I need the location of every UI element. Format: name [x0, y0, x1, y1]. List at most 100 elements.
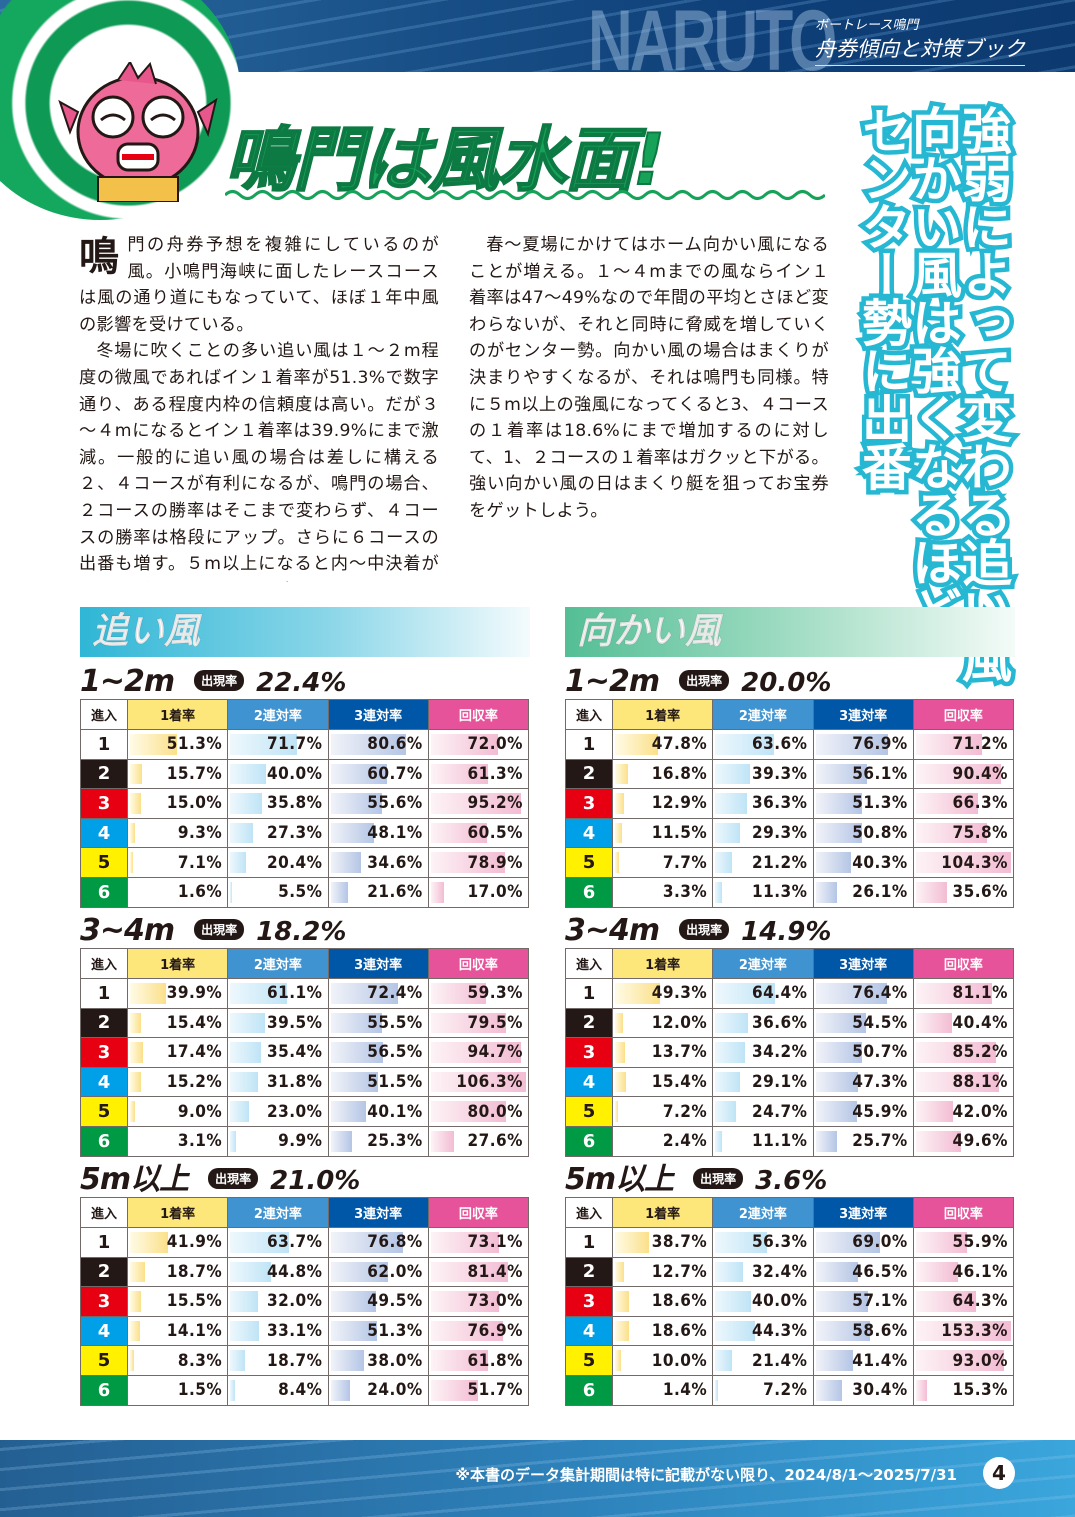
stat-cell: 38.7% [611, 1227, 714, 1258]
stat-cell: 1.6% [126, 876, 229, 908]
value-bar [430, 1071, 526, 1093]
table-row: 4 11.5% 29.3% 50.8% 75.8% [565, 817, 1015, 849]
table-row: 4 15.4% 29.1% 47.3% 88.1% [565, 1066, 1015, 1098]
stat-value: 64.4% [751, 983, 808, 1004]
stat-cell: 15.0% [126, 788, 229, 819]
occurrence-rate: 3.6% [755, 1166, 828, 1196]
stat-value: 25.3% [367, 1131, 423, 1152]
value-bar [715, 1291, 751, 1312]
stat-value: 24.0% [367, 1380, 423, 1401]
value-bar [615, 1232, 650, 1253]
stat-value: 51.3% [367, 1321, 423, 1342]
column-header: 進入 [565, 1197, 613, 1228]
stat-value: 44.3% [751, 1321, 808, 1342]
stat-cell: 11.5% [611, 817, 714, 849]
stat-value: 40.0% [266, 763, 323, 784]
stat-cell: 27.6% [427, 1125, 530, 1157]
table-row: 3 12.9% 36.3% 51.3% 66.3% [565, 788, 1015, 819]
stat-cell: 61.3% [427, 758, 530, 790]
stat-cell: 71.7% [227, 729, 329, 760]
stat-value: 41.9% [166, 1232, 223, 1253]
stats-group: 1~2m 出現率 20.0% 進入 1着率 2連対率 3連対率 回収率 1 47.8% 63.6% 7… [565, 665, 1015, 908]
group-heading: 5m以上 出現率 21.0% [80, 1163, 529, 1196]
stat-cell: 50.8% [812, 817, 914, 849]
stat-cell: 55.5% [327, 1007, 429, 1039]
stat-value: 64.3% [952, 1291, 1008, 1312]
value-bar [815, 1379, 842, 1401]
header-row: 進入 1着率 2連対率 3連対率 回収率 [80, 699, 530, 730]
stat-cell: 30.4% [812, 1374, 914, 1406]
brand: ボートレース鳴門 舟券傾向と対策ブック [815, 14, 1025, 66]
stat-cell: 73.0% [427, 1286, 530, 1317]
value-bar [430, 1130, 455, 1152]
value-bar [715, 1261, 744, 1283]
stat-value: 95.2% [467, 793, 523, 814]
lane-number: 5 [80, 1345, 128, 1376]
value-bar [915, 1042, 997, 1063]
stat-cell: 76.9% [812, 729, 914, 760]
stat-cell: 71.2% [912, 729, 1015, 760]
group-heading: 5m以上 出現率 3.6% [565, 1162, 1014, 1197]
stat-cell: 3.1% [126, 1125, 229, 1157]
rate-badge: 出現率 [679, 670, 730, 691]
value-bar [715, 1320, 756, 1342]
stat-value: 3.3% [662, 882, 708, 903]
stat-value: 18.6% [651, 1321, 708, 1342]
stat-value: 42.0% [952, 1101, 1008, 1122]
rate-badge: 出現率 [693, 1168, 744, 1189]
value-bar [330, 822, 375, 844]
stat-value: 18.7% [266, 1350, 323, 1371]
stat-value: 51.7% [467, 1380, 523, 1401]
stat-value: 40.1% [367, 1101, 423, 1122]
value-bar [230, 1101, 250, 1122]
column-header: 進入 [80, 1197, 128, 1228]
stat-cell: 46.1% [912, 1256, 1015, 1288]
stat-value: 15.3% [952, 1380, 1008, 1401]
value-bar [230, 1071, 258, 1093]
stat-value: 44.8% [266, 1261, 323, 1282]
table-row: 1 41.9% 63.7% 76.8% 73.1% [80, 1227, 530, 1258]
stat-cell: 12.7% [611, 1256, 714, 1288]
value-bar [915, 1130, 961, 1152]
value-bar [130, 1012, 142, 1034]
footer-note: ※本書のデータ集計期間は特に記載がない限り、2024/8/1～2025/7/31 [455, 1466, 957, 1484]
group-heading: 3~4m 出現率 14.9% [565, 914, 1014, 947]
stat-value: 35.4% [266, 1042, 323, 1063]
table-row: 4 14.1% 33.1% 51.3% 76.9% [80, 1315, 530, 1347]
stat-value: 76.9% [467, 1321, 523, 1342]
value-bar [815, 852, 852, 873]
value-bar [330, 1261, 389, 1283]
stat-value: 16.8% [651, 763, 708, 784]
stats-group: 3~4m 出現率 14.9% 進入 1着率 2連対率 3連対率 回収率 1 49.3% 64.4% 7… [565, 914, 1015, 1157]
stat-cell: 17.0% [427, 876, 530, 908]
stat-cell: 88.1% [912, 1066, 1015, 1098]
value-bar [915, 983, 993, 1004]
stat-cell: 44.3% [712, 1315, 814, 1347]
value-bar [230, 1042, 262, 1063]
column-header: 2連対率 [227, 699, 329, 730]
table-row: 1 51.3% 71.7% 80.6% 72.0% [80, 729, 530, 760]
stat-cell: 35.6% [912, 876, 1015, 908]
stat-value: 35.6% [952, 882, 1008, 903]
stat-value: 40.3% [852, 852, 908, 873]
table-row: 2 12.0% 36.6% 54.5% 40.4% [565, 1007, 1015, 1039]
stat-value: 18.6% [651, 1291, 708, 1312]
stat-cell: 49.3% [611, 978, 714, 1009]
stat-value: 73.0% [467, 1291, 523, 1312]
stat-cell: 61.1% [227, 978, 329, 1009]
column-header: 1着率 [611, 699, 714, 730]
wind-range: 5m以上 [565, 1162, 674, 1197]
column-header: 回収率 [912, 1197, 1015, 1228]
stat-cell: 31.8% [227, 1066, 329, 1098]
stat-value: 66.3% [952, 793, 1008, 814]
stat-value: 63.6% [751, 734, 808, 755]
stat-cell: 47.8% [611, 729, 714, 760]
stat-cell: 11.3% [712, 876, 814, 908]
stat-cell: 29.1% [712, 1066, 814, 1098]
lane-number: 6 [565, 1125, 613, 1157]
value-bar [615, 1350, 621, 1371]
value-bar [615, 1012, 623, 1034]
mascot-icon [58, 62, 218, 202]
stat-value: 54.5% [852, 1012, 908, 1033]
page-title: 鳴門は風水面! [224, 118, 666, 202]
